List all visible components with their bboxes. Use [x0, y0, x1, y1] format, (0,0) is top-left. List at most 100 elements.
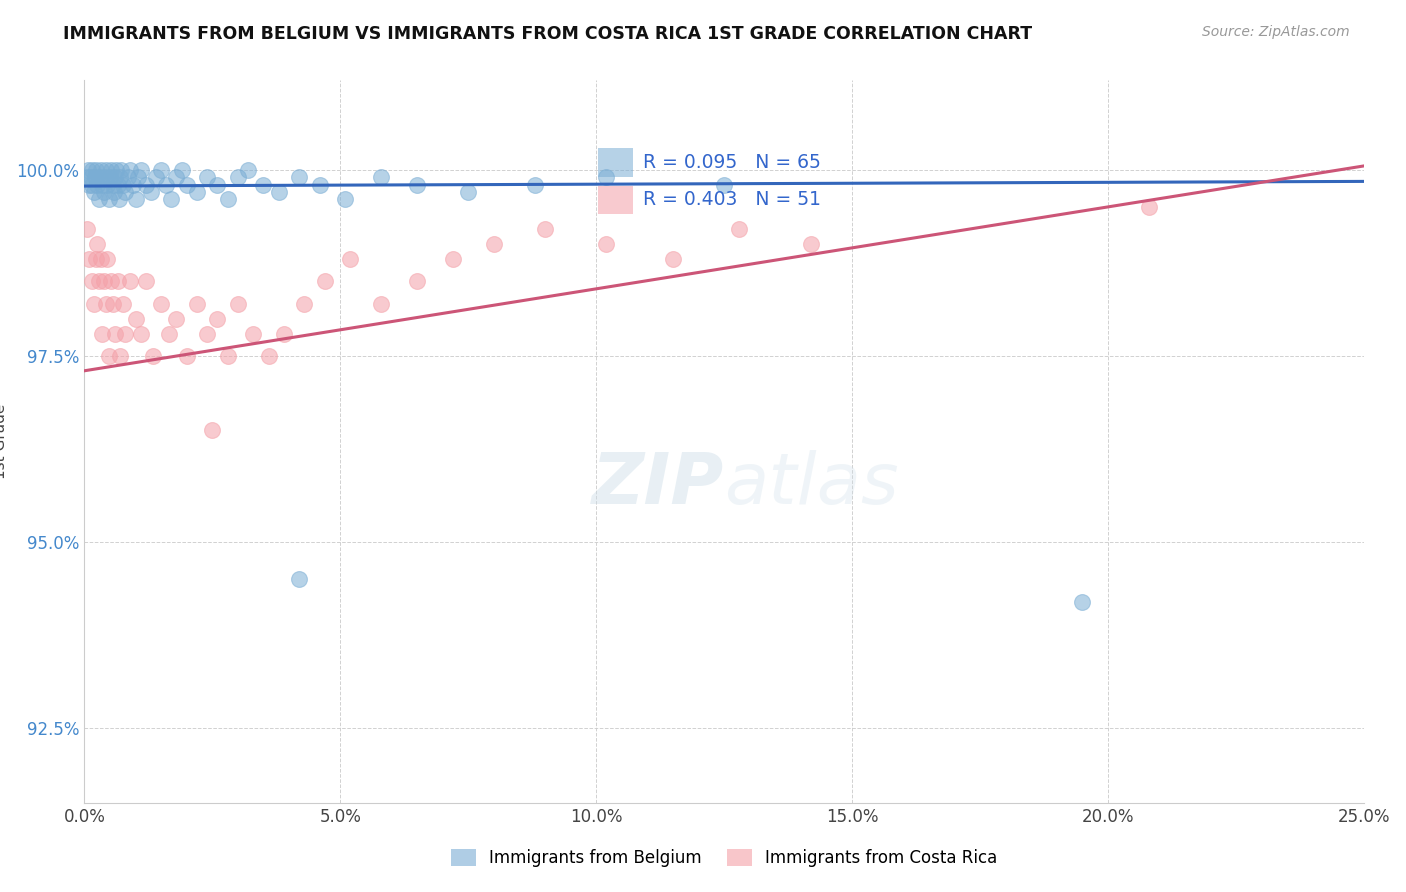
Point	[662, 252, 685, 266]
Point	[166, 170, 188, 185]
Point	[370, 297, 392, 311]
Point	[728, 222, 751, 236]
Point	[186, 297, 208, 311]
Point	[207, 311, 229, 326]
Point	[76, 170, 98, 185]
Point	[90, 252, 112, 266]
Point	[84, 252, 107, 266]
Point	[80, 162, 103, 177]
Point	[595, 170, 617, 185]
Point	[226, 170, 249, 185]
Point	[339, 252, 361, 266]
Point	[97, 193, 120, 207]
Point	[406, 274, 429, 288]
Point	[100, 162, 122, 177]
Point	[166, 311, 188, 326]
Point	[713, 178, 735, 192]
Legend: Immigrants from Belgium, Immigrants from Costa Rica: Immigrants from Belgium, Immigrants from…	[444, 842, 1004, 874]
Point	[150, 297, 173, 311]
Point	[523, 178, 546, 192]
Point	[124, 193, 146, 207]
Point	[135, 178, 157, 192]
Point	[122, 178, 145, 192]
Point	[89, 170, 111, 185]
Point	[97, 349, 120, 363]
Point	[80, 274, 103, 288]
Point	[120, 274, 142, 288]
Point	[94, 170, 117, 185]
Point	[94, 297, 117, 311]
FancyBboxPatch shape	[598, 186, 633, 214]
Point	[108, 193, 131, 207]
Point	[195, 326, 218, 341]
Point	[101, 178, 124, 192]
Point	[107, 178, 129, 192]
Point	[80, 178, 103, 192]
Point	[288, 572, 311, 586]
Point	[83, 185, 105, 199]
Point	[108, 170, 131, 185]
Point	[406, 178, 429, 192]
Point	[93, 185, 115, 199]
Text: ZIP: ZIP	[592, 450, 724, 519]
Point	[308, 178, 330, 192]
Point	[186, 185, 208, 199]
Point	[457, 185, 479, 199]
Point	[87, 274, 110, 288]
Y-axis label: 1st Grade: 1st Grade	[0, 404, 8, 479]
Point	[124, 311, 146, 326]
Point	[155, 178, 177, 192]
Text: R = 0.095   N = 65: R = 0.095 N = 65	[643, 153, 821, 172]
Point	[217, 349, 239, 363]
Point	[135, 274, 157, 288]
Point	[129, 162, 152, 177]
Point	[111, 178, 134, 192]
Point	[96, 252, 118, 266]
Point	[91, 178, 114, 192]
Point	[104, 170, 127, 185]
Point	[93, 274, 115, 288]
Point	[314, 274, 336, 288]
Point	[94, 162, 117, 177]
Point	[176, 349, 198, 363]
Point	[335, 193, 357, 207]
Point	[150, 162, 173, 177]
Point	[100, 274, 122, 288]
Point	[160, 193, 183, 207]
Point	[236, 162, 259, 177]
Point	[77, 162, 100, 177]
Point	[114, 185, 136, 199]
Point	[242, 326, 264, 341]
Point	[267, 185, 290, 199]
Text: IMMIGRANTS FROM BELGIUM VS IMMIGRANTS FROM COSTA RICA 1ST GRADE CORRELATION CHAR: IMMIGRANTS FROM BELGIUM VS IMMIGRANTS FR…	[63, 25, 1032, 43]
Point	[84, 162, 107, 177]
Point	[257, 349, 280, 363]
Point	[104, 326, 127, 341]
Text: atlas: atlas	[724, 450, 898, 519]
Point	[96, 178, 118, 192]
Point	[83, 170, 105, 185]
Point	[79, 178, 101, 192]
Point	[117, 170, 139, 185]
Point	[114, 326, 136, 341]
Point	[370, 170, 392, 185]
Point	[120, 162, 142, 177]
Point	[86, 178, 108, 192]
FancyBboxPatch shape	[598, 148, 633, 177]
Point	[86, 237, 108, 252]
Text: R = 0.403   N = 51: R = 0.403 N = 51	[643, 190, 821, 210]
Point	[79, 252, 101, 266]
Point	[595, 237, 617, 252]
Point	[170, 162, 193, 177]
Point	[98, 170, 121, 185]
Point	[110, 162, 132, 177]
Point	[1071, 595, 1094, 609]
Point	[139, 185, 162, 199]
Point	[201, 423, 224, 437]
Point	[129, 326, 152, 341]
Point	[482, 237, 505, 252]
Point	[195, 170, 218, 185]
Text: Source: ZipAtlas.com: Source: ZipAtlas.com	[1202, 25, 1350, 39]
Point	[273, 326, 295, 341]
Point	[157, 326, 180, 341]
